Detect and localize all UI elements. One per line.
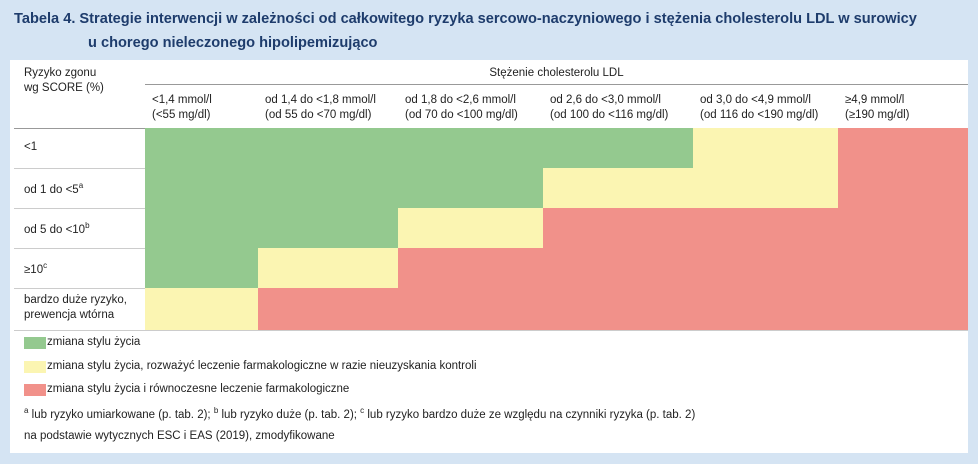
- row-label: od 5 do <10b: [24, 221, 90, 236]
- column-header: (<55 mg/dl): [152, 109, 211, 121]
- cell: [145, 128, 258, 168]
- legend-swatch: [24, 360, 46, 373]
- cell: [145, 208, 258, 248]
- legend-swatch: [24, 337, 46, 349]
- cell: [693, 248, 838, 288]
- row-label-text: ≥10: [24, 263, 44, 276]
- superscript: c: [360, 406, 365, 415]
- footnote-text: lub ryzyko umiarkowane (p. tab. 2);: [28, 408, 214, 421]
- row-label: prewencja wtórna: [24, 309, 114, 321]
- cell: [693, 128, 838, 168]
- cell: [543, 288, 693, 330]
- cell: [258, 208, 398, 248]
- cell: [838, 168, 968, 208]
- source: na podstawie wytycznych ESC i EAS (2019)…: [24, 430, 335, 442]
- legend-swatch: [24, 384, 46, 396]
- cell: [398, 128, 543, 168]
- row-header: wg SCORE (%): [24, 82, 104, 94]
- row-label-text: od 5 do <10: [24, 223, 86, 236]
- legend-text: zmiana stylu życia, rozważyć leczenie fa…: [47, 359, 477, 372]
- cell: [398, 208, 543, 248]
- cell: [543, 208, 693, 248]
- superscript: b: [213, 406, 219, 415]
- superscript: b: [85, 220, 90, 230]
- column-header: od 1,8 do <2,6 mmol/l: [405, 94, 516, 106]
- column-header: (od 55 do <70 mg/dl): [265, 109, 372, 121]
- cell: [258, 168, 398, 208]
- column-header: od 1,4 do <1,8 mmol/l: [265, 94, 376, 106]
- row-label-text: <1: [24, 140, 38, 153]
- rule: [145, 84, 968, 85]
- row-label: ≥10c: [24, 261, 47, 276]
- cell: [398, 248, 543, 288]
- title: u chorego nieleczonego hipolipemizująco: [88, 35, 378, 51]
- cell: [838, 128, 968, 168]
- superscript: a: [78, 180, 84, 190]
- cell: [838, 288, 968, 330]
- row-label: <1: [24, 141, 37, 153]
- title: Tabela 4. Strategie interwencji w zależn…: [14, 11, 917, 27]
- column-header: od 3,0 do <4,9 mmol/l: [700, 94, 811, 106]
- group-header: Stężenie cholesterolu LDL: [489, 67, 624, 79]
- cell: [258, 248, 398, 288]
- cell: [838, 248, 968, 288]
- column-header: (od 100 do <116 mg/dl): [550, 109, 669, 121]
- row-label-text: od 1 do <5: [24, 183, 79, 196]
- cell: [398, 168, 543, 208]
- cell: [145, 288, 258, 330]
- column-header: <1,4 mmol/l: [152, 94, 212, 106]
- cell: [258, 288, 398, 330]
- row-header: Ryzyko zgonu: [24, 67, 97, 79]
- footnote-text: lub ryzyko duże (p. tab. 2);: [218, 408, 361, 421]
- cell: [543, 168, 693, 208]
- cell: [543, 128, 693, 168]
- column-header: (≥190 mg/dl): [845, 109, 910, 121]
- legend-text: zmiana stylu życia: [47, 336, 141, 348]
- cell: [693, 208, 838, 248]
- footnotes: a lub ryzyko umiarkowane (p. tab. 2); b …: [24, 406, 695, 421]
- cell: [543, 248, 693, 288]
- row-label-text: prewencja wtórna: [24, 309, 115, 321]
- row-label: bardzo duże ryzyko,: [24, 294, 127, 306]
- row-label: od 1 do <5a: [24, 181, 83, 196]
- cell: [145, 248, 258, 288]
- cell: [145, 168, 258, 208]
- legend-text: zmiana stylu życia i równoczesne leczeni…: [47, 383, 350, 395]
- superscript: c: [43, 260, 48, 270]
- cell: [258, 128, 398, 168]
- cell: [693, 288, 838, 330]
- cell: [398, 288, 543, 330]
- row-label-text: bardzo duże ryzyko,: [24, 294, 127, 306]
- column-header: (od 116 do <190 mg/dl): [700, 109, 819, 121]
- row-rule: [14, 330, 968, 331]
- footnote-text: lub ryzyko bardzo duże ze względu na czy…: [364, 408, 696, 421]
- cell: [838, 208, 968, 248]
- column-header: od 2,6 do <3,0 mmol/l: [550, 94, 661, 106]
- column-header: (od 70 do <100 mg/dl): [405, 109, 518, 121]
- column-header: ≥4,9 mmol/l: [845, 94, 905, 106]
- superscript: a: [24, 406, 29, 415]
- cell: [693, 168, 838, 208]
